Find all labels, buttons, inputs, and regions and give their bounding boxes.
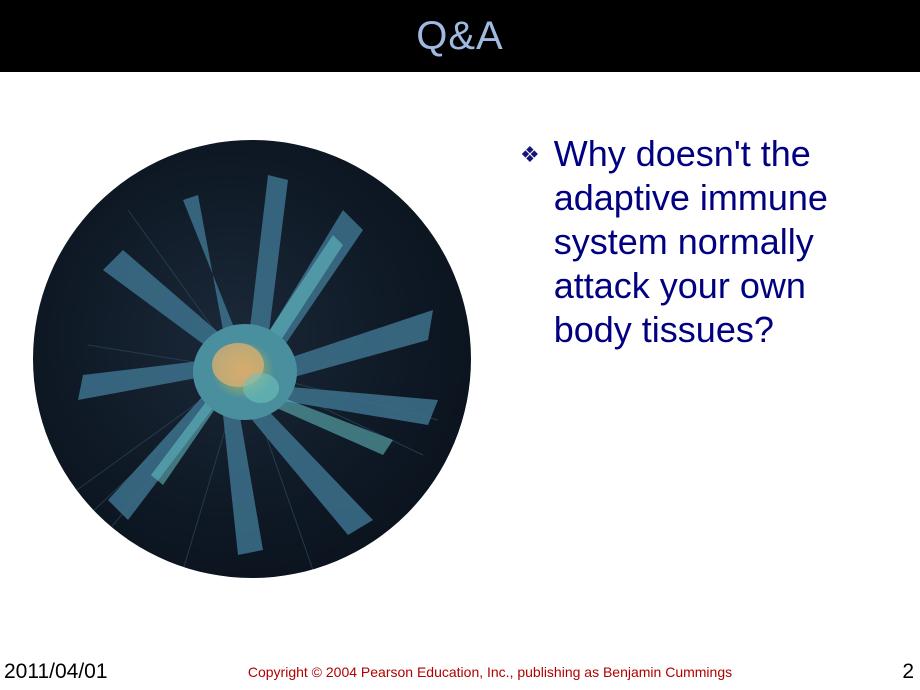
dendritic-cell-icon xyxy=(33,140,471,578)
diamond-bullet-icon: ❖ xyxy=(520,134,540,176)
question-block: ❖ Why doesn't the adaptive immune system… xyxy=(520,132,890,352)
bullet-item: ❖ Why doesn't the adaptive immune system… xyxy=(520,132,890,352)
circular-micrograph xyxy=(33,140,471,578)
micrograph-image xyxy=(33,140,471,578)
footer-copyright: Copyright © 2004 Pearson Education, Inc.… xyxy=(0,664,920,680)
page-number: 2 xyxy=(902,660,914,684)
footer: 2011/04/01 Copyright © 2004 Pearson Educ… xyxy=(0,656,920,684)
slide-title: Q&A xyxy=(416,14,503,59)
content-area: ❖ Why doesn't the adaptive immune system… xyxy=(0,72,920,650)
title-bar: Q&A xyxy=(0,0,920,72)
question-text: Why doesn't the adaptive immune system n… xyxy=(554,132,890,352)
